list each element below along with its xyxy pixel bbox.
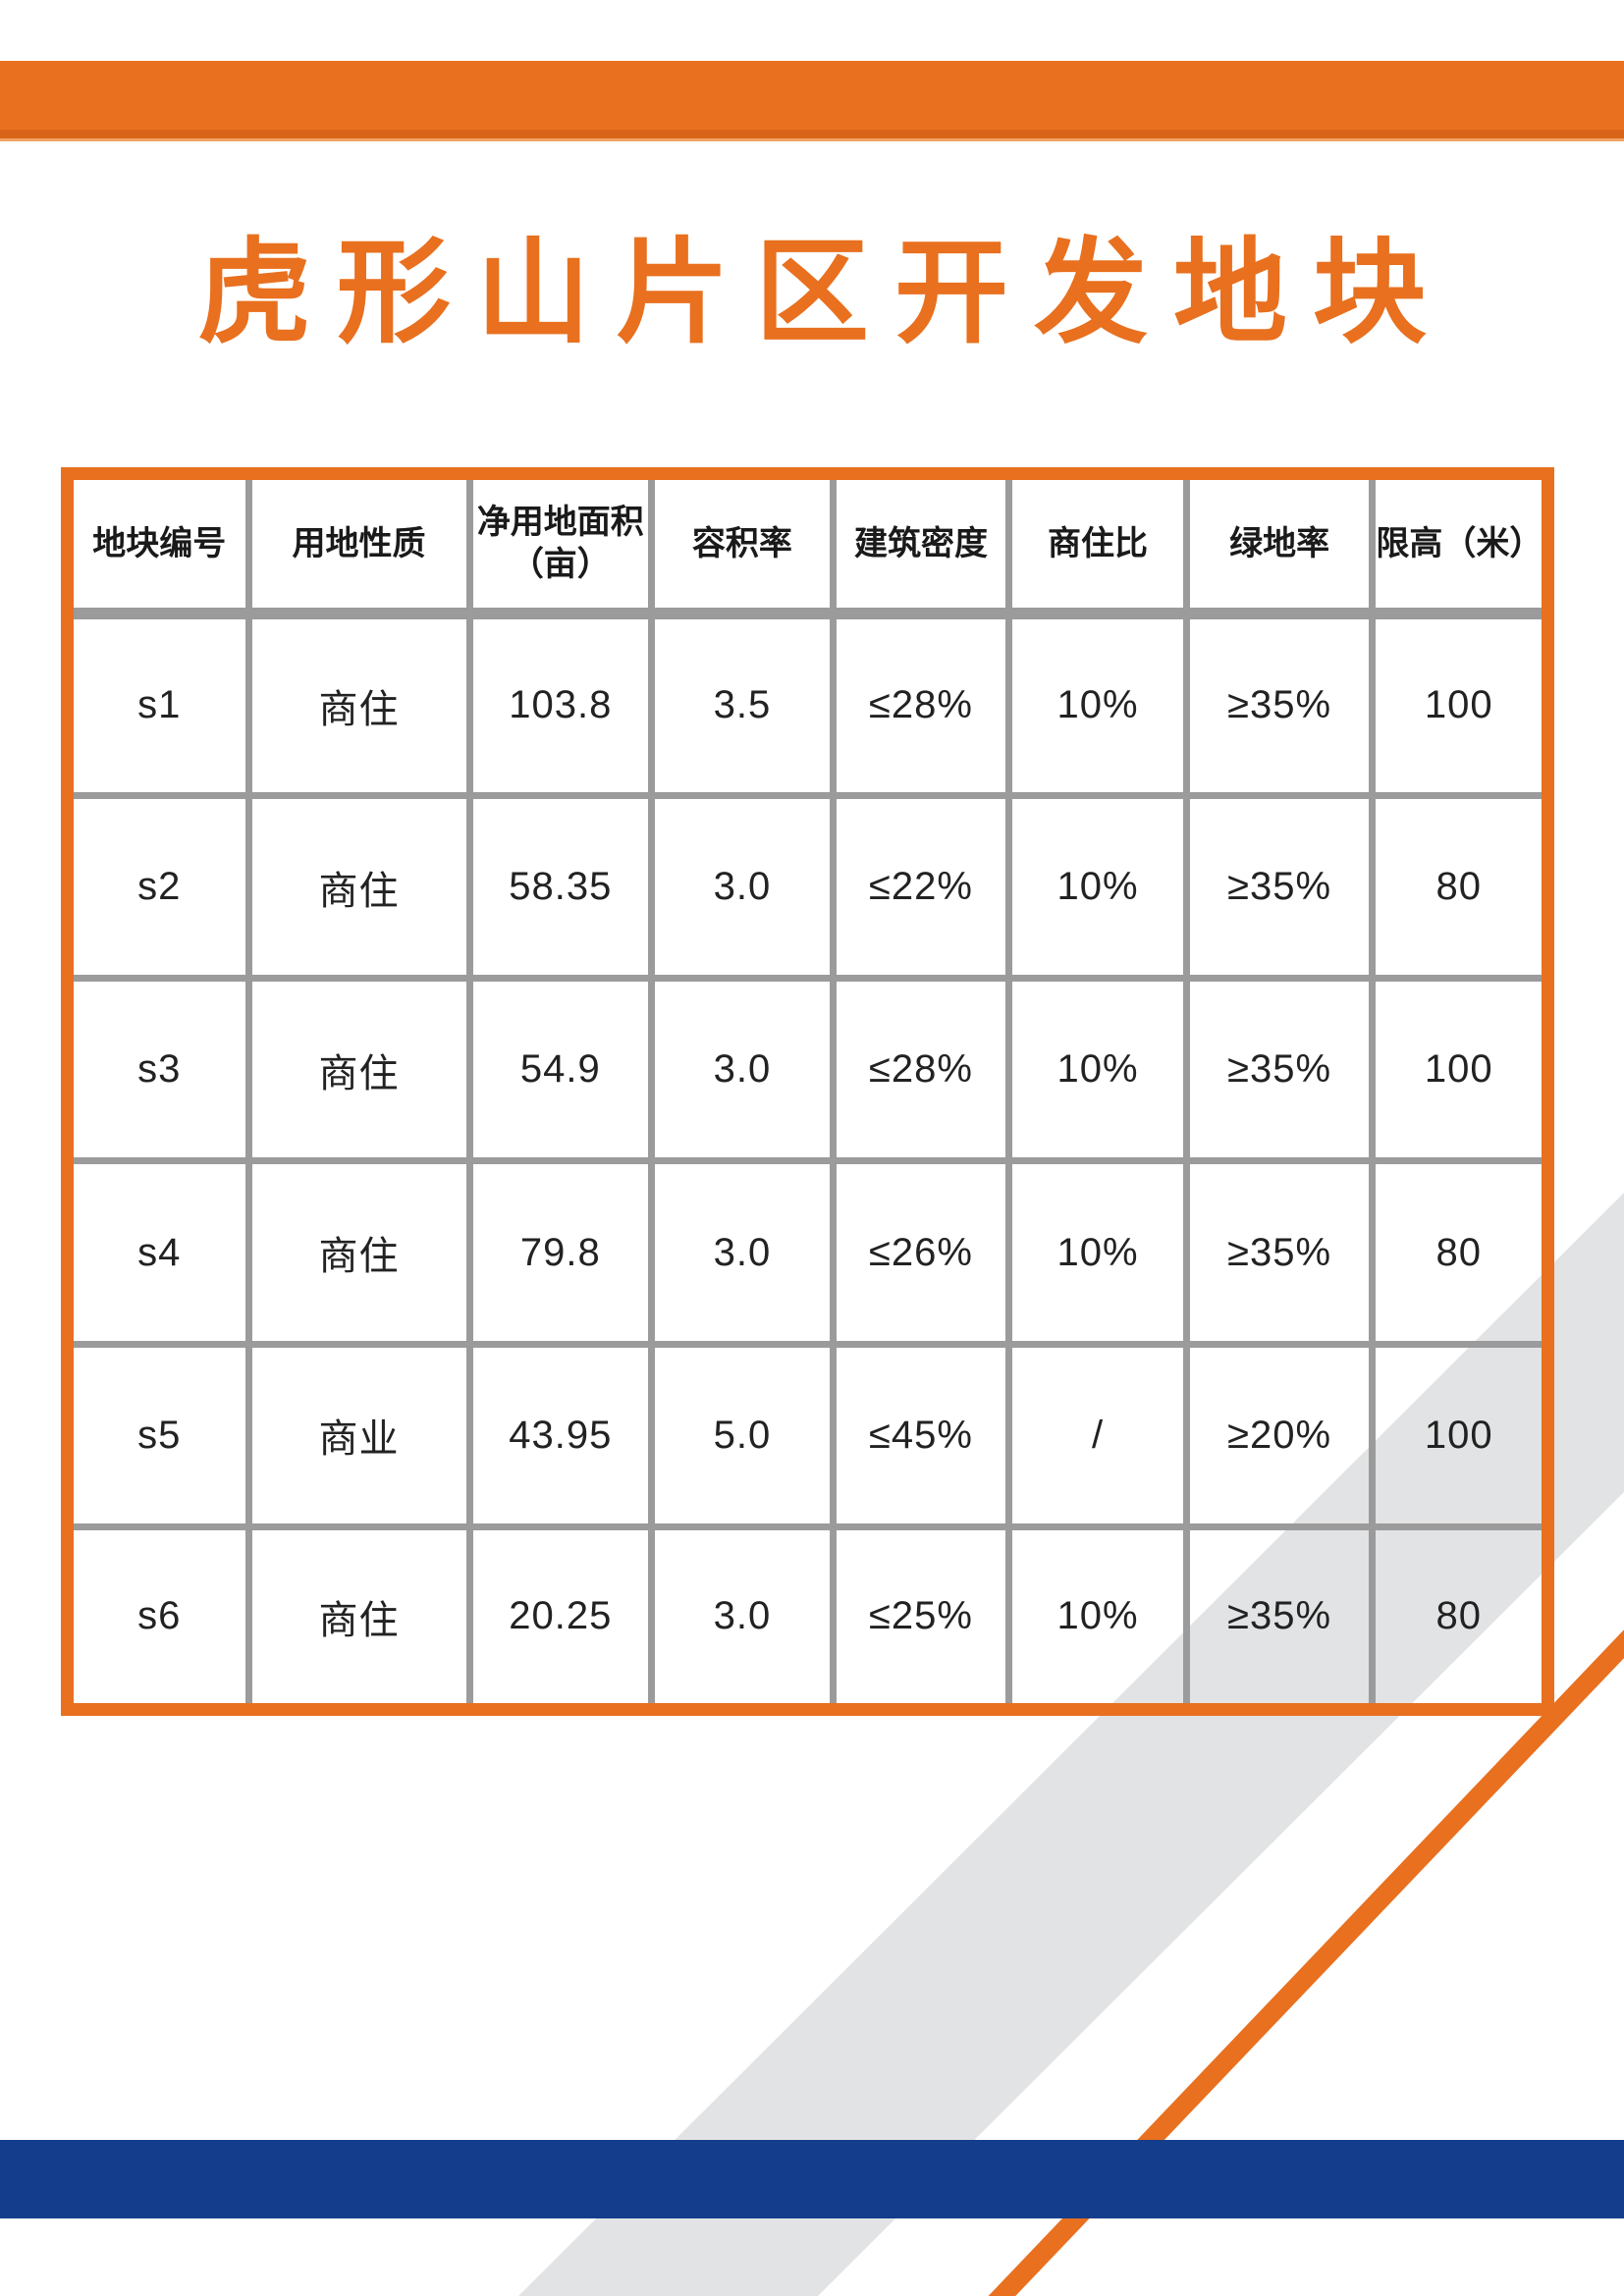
bottom-accent-bar	[0, 2140, 1624, 2218]
table-cell: s5	[64, 1340, 252, 1530]
table-row-s5: s5 商业 43.95 5.0 ≤45% / ≥20% 100	[64, 1340, 1551, 1530]
table-row-s3: s3 商住 54.9 3.0 ≤28% 10% ≥35% 100	[64, 975, 1551, 1165]
table-cell: 10%	[1005, 609, 1190, 800]
plots-table: 地块编号 用地性质 净用地面积 （亩） 容积率 建筑密度 商住比 绿地率 限高（…	[61, 467, 1554, 1716]
column-header-land-use: 用地性质	[244, 470, 473, 619]
table-cell: 3.5	[648, 609, 837, 800]
table-cell: 3.0	[648, 792, 837, 983]
table-cell: 商业	[244, 1340, 473, 1530]
table-cell: s1	[64, 609, 252, 800]
table-cell: 80	[1369, 1157, 1551, 1348]
table-cell: 3.0	[648, 1522, 837, 1714]
column-header-plot-ratio: 容积率	[648, 470, 837, 619]
table-row-s4: s4 商住 79.8 3.0 ≤26% 10% ≥35% 80	[64, 1157, 1551, 1348]
table-cell: 79.8	[465, 1157, 656, 1348]
table-cell: ≤45%	[829, 1340, 1013, 1530]
column-header-green-ratio: 绿地率	[1182, 470, 1377, 619]
table-cell: ≥35%	[1182, 792, 1377, 983]
table-cell: 103.8	[465, 609, 656, 800]
table-cell: 商住	[244, 1157, 473, 1348]
table-cell: ≤22%	[829, 792, 1013, 983]
table-cell: ≥20%	[1182, 1340, 1377, 1530]
table-cell: ≥35%	[1182, 975, 1377, 1165]
table-cell: ≤28%	[829, 975, 1013, 1165]
table-cell: 100	[1369, 609, 1551, 800]
table-cell: 10%	[1005, 1157, 1190, 1348]
column-header-plot-id: 地块编号	[64, 470, 252, 619]
table-cell: ≤26%	[829, 1157, 1013, 1348]
column-header-net-area: 净用地面积 （亩）	[465, 470, 656, 619]
table-cell: ≤25%	[829, 1522, 1013, 1714]
table-cell: 43.95	[465, 1340, 656, 1530]
table-cell: s4	[64, 1157, 252, 1348]
table-cell: 商住	[244, 792, 473, 983]
table-cell: 3.0	[648, 975, 837, 1165]
table-cell: ≥35%	[1182, 1522, 1377, 1714]
table-cell: 100	[1369, 975, 1551, 1165]
top-accent-bar-shade	[0, 130, 1624, 138]
table-cell: 100	[1369, 1340, 1551, 1530]
table-cell: s2	[64, 792, 252, 983]
table-cell: 80	[1369, 1522, 1551, 1714]
table-cell: 商住	[244, 1522, 473, 1714]
table-cell: 3.0	[648, 1157, 837, 1348]
table-row-s2: s2 商住 58.35 3.0 ≤22% 10% ≥35% 80	[64, 792, 1551, 983]
table-header-row: 地块编号 用地性质 净用地面积 （亩） 容积率 建筑密度 商住比 绿地率 限高（…	[64, 470, 1551, 619]
table-cell: 20.25	[465, 1522, 656, 1714]
column-header-building-density: 建筑密度	[829, 470, 1013, 619]
column-header-height-limit: 限高（米）	[1369, 470, 1551, 619]
table-cell: ≤28%	[829, 609, 1013, 800]
table-cell: 5.0	[648, 1340, 837, 1530]
table-cell: 商住	[244, 975, 473, 1165]
table-cell: ≥35%	[1182, 1157, 1377, 1348]
table-cell: 58.35	[465, 792, 656, 983]
table-row-s1: s1 商住 103.8 3.5 ≤28% 10% ≥35% 100	[64, 609, 1551, 800]
table-cell: 10%	[1005, 1522, 1190, 1714]
table-cell: s3	[64, 975, 252, 1165]
table-cell: 10%	[1005, 792, 1190, 983]
table-cell: 80	[1369, 792, 1551, 983]
table-cell: 54.9	[465, 975, 656, 1165]
table-cell: 10%	[1005, 975, 1190, 1165]
column-header-commercial-residential-ratio: 商住比	[1005, 470, 1190, 619]
table-cell: /	[1005, 1340, 1190, 1530]
table-cell: s6	[64, 1522, 252, 1714]
table-cell: ≥35%	[1182, 609, 1377, 800]
top-accent-bar	[0, 61, 1624, 130]
top-accent-bar-highlight	[0, 138, 1624, 141]
table-cell: 商住	[244, 609, 473, 800]
page-title: 虎形山片区开发地块	[197, 229, 1452, 356]
table-row-s6: s6 商住 20.25 3.0 ≤25% 10% ≥35% 80	[64, 1522, 1551, 1714]
